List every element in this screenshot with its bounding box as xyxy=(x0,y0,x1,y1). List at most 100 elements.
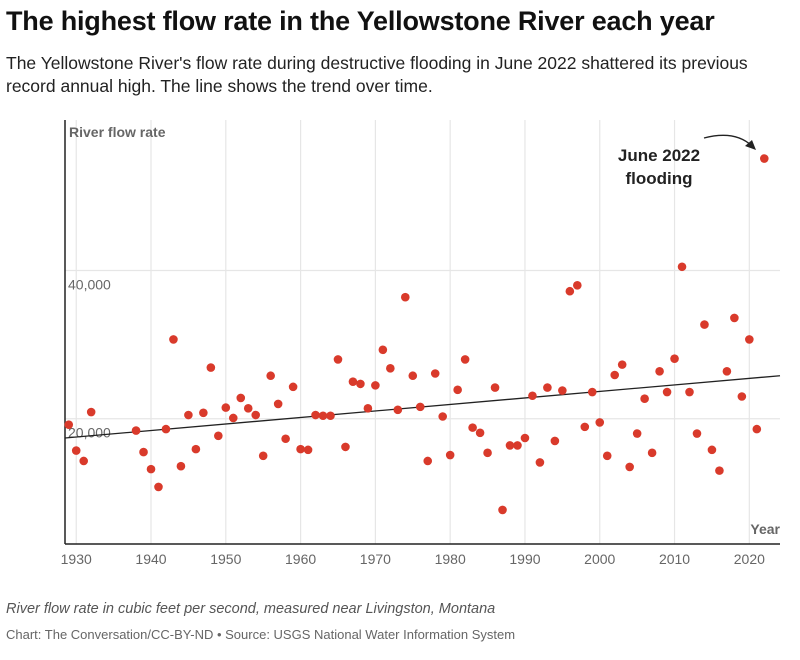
data-point-1999 xyxy=(587,387,597,397)
x-tick-label: 2020 xyxy=(734,551,765,567)
data-point-1947 xyxy=(199,408,208,418)
data-point-1959 xyxy=(288,382,298,392)
data-point-1977 xyxy=(423,456,433,466)
data-point-2004 xyxy=(625,462,634,472)
data-point-1939 xyxy=(139,447,148,457)
data-point-2020 xyxy=(745,335,754,344)
data-point-1966 xyxy=(341,442,350,452)
data-point-2000 xyxy=(595,418,605,427)
data-point-1930 xyxy=(71,446,81,455)
x-tick-label: 2010 xyxy=(659,551,690,567)
data-point-1984 xyxy=(475,428,485,438)
data-point-1990 xyxy=(520,433,530,443)
data-point-1962 xyxy=(311,410,320,420)
data-point-1951 xyxy=(228,413,238,423)
data-point-1941 xyxy=(154,482,163,492)
data-point-1953 xyxy=(243,404,253,413)
data-point-2006 xyxy=(640,394,649,404)
data-point-1940 xyxy=(146,464,156,474)
data-point-1979 xyxy=(438,412,447,421)
data-point-2009 xyxy=(662,387,672,397)
x-axis-label: Year xyxy=(750,521,780,537)
data-point-1987 xyxy=(498,505,507,515)
data-point-1991 xyxy=(528,391,537,401)
data-point-1989 xyxy=(513,441,522,450)
data-point-1996 xyxy=(565,286,575,296)
data-point-1932 xyxy=(86,407,96,417)
data-point-2003 xyxy=(617,360,627,369)
data-point-1948 xyxy=(206,363,216,372)
data-point-1938 xyxy=(131,426,141,435)
data-point-1942 xyxy=(161,424,171,434)
data-point-1968 xyxy=(356,379,365,389)
chart-title: The highest flow rate in the Yellowstone… xyxy=(6,6,715,36)
x-tick-label: 1990 xyxy=(509,551,540,567)
data-point-1969 xyxy=(363,404,373,413)
data-point-1958 xyxy=(281,434,290,444)
data-point-2022 xyxy=(759,154,769,163)
data-point-1971 xyxy=(378,345,388,355)
x-tick-label: 1940 xyxy=(135,551,166,567)
data-point-1965 xyxy=(333,355,343,364)
data-point-1973 xyxy=(393,405,403,415)
data-points xyxy=(64,154,769,515)
data-point-1993 xyxy=(543,383,552,392)
data-point-1950 xyxy=(221,403,231,412)
data-point-1954 xyxy=(251,410,261,420)
data-point-1982 xyxy=(460,355,470,364)
data-point-1983 xyxy=(468,423,477,432)
data-point-1985 xyxy=(483,448,492,458)
data-point-2014 xyxy=(700,320,709,329)
chart-note: River flow rate in cubic feet per second… xyxy=(6,601,496,617)
data-point-2002 xyxy=(610,370,620,380)
data-point-1994 xyxy=(550,436,560,446)
data-point-2011 xyxy=(677,262,687,272)
y-axis-label: River flow rate xyxy=(69,124,166,140)
x-tick-label: 1950 xyxy=(210,551,241,567)
data-point-1972 xyxy=(386,364,395,373)
data-point-1995 xyxy=(558,386,567,395)
annotation-arrow xyxy=(703,134,753,147)
y-tick-label: 40,000 xyxy=(68,276,111,292)
data-point-2007 xyxy=(647,448,657,458)
data-point-2021 xyxy=(752,424,762,434)
data-point-2012 xyxy=(685,387,694,397)
annotation-line-2: flooding xyxy=(625,169,692,188)
data-point-1929 xyxy=(64,420,74,429)
data-point-1955 xyxy=(258,451,268,461)
y-tick-label: 20,000 xyxy=(68,425,111,441)
data-point-2005 xyxy=(632,429,642,438)
data-point-1997 xyxy=(573,281,582,290)
data-point-2017 xyxy=(722,366,732,376)
gridlines xyxy=(65,120,780,544)
x-tick-label: 1930 xyxy=(61,551,92,567)
data-point-1976 xyxy=(415,402,425,412)
chart-subtitle: The Yellowstone River's flow rate during… xyxy=(6,53,748,96)
data-point-2016 xyxy=(715,466,724,475)
data-point-2015 xyxy=(707,445,717,455)
data-point-1974 xyxy=(400,292,410,302)
tick-labels: 1930 1940 1950 1960 1970 1980 1990 2000 2010 2020… xyxy=(61,276,765,567)
data-point-1981 xyxy=(453,385,462,395)
data-point-1944 xyxy=(176,461,186,471)
data-point-1980 xyxy=(445,450,455,460)
data-point-1957 xyxy=(273,399,283,409)
data-point-2018 xyxy=(730,313,739,323)
data-point-1943 xyxy=(169,335,178,344)
data-point-2010 xyxy=(670,354,679,363)
x-tick-label: 1980 xyxy=(435,551,466,567)
data-point-1992 xyxy=(535,458,545,467)
data-point-1961 xyxy=(303,445,313,455)
data-point-1967 xyxy=(348,377,358,386)
data-point-1978 xyxy=(430,369,440,378)
data-point-1946 xyxy=(191,444,201,454)
data-point-1931 xyxy=(79,456,88,466)
data-point-1956 xyxy=(266,371,275,381)
data-point-1949 xyxy=(214,431,223,441)
x-tick-label: 2000 xyxy=(584,551,615,567)
data-point-2019 xyxy=(737,392,747,401)
data-point-1988 xyxy=(505,441,515,450)
data-point-1964 xyxy=(326,411,335,421)
x-tick-label: 1970 xyxy=(360,551,391,567)
x-tick-label: 1960 xyxy=(285,551,316,567)
